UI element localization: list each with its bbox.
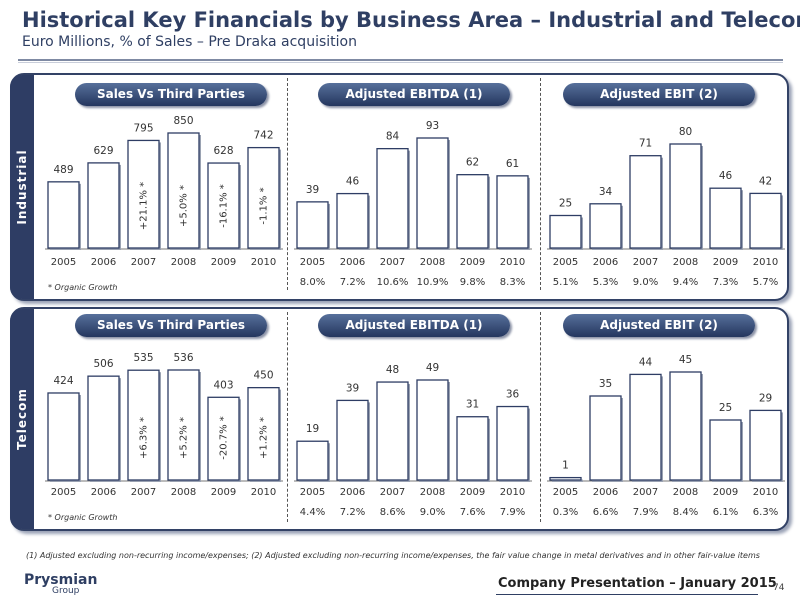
telecom-side-label: Telecom	[15, 388, 29, 450]
separator-telecom-1	[287, 312, 288, 522]
chart-title-industrial-ebitda: Adjusted EBITDA (1)	[318, 83, 510, 106]
telecom-panel	[10, 307, 789, 531]
chart-title-telecom-ebit: Adjusted EBIT (2)	[563, 314, 755, 337]
page-number: 74	[773, 583, 785, 593]
page-subtitle: Euro Millions, % of Sales – Pre Draka ac…	[22, 34, 357, 50]
footer-divider	[496, 594, 758, 595]
chart-title-industrial-sales: Sales Vs Third Parties	[75, 83, 267, 106]
chart-title-telecom-ebitda: Adjusted EBITDA (1)	[318, 314, 510, 337]
page-title: Historical Key Financials by Business Ar…	[22, 8, 800, 32]
title-divider-thin	[18, 62, 783, 63]
separator-telecom-2	[540, 312, 541, 522]
chart-title-industrial-ebit: Adjusted EBIT (2)	[563, 83, 755, 106]
chart-title-telecom-sales: Sales Vs Third Parties	[75, 314, 267, 337]
company-presentation-label: Company Presentation – January 2015	[498, 576, 777, 591]
separator-industrial-1	[287, 78, 288, 290]
prysmian-logo-sub: Group	[52, 586, 80, 596]
footnote: (1) Adjusted excluding non-recurring inc…	[26, 551, 760, 560]
industrial-panel	[10, 73, 789, 301]
separator-industrial-2	[540, 78, 541, 290]
title-divider	[18, 59, 783, 61]
industrial-side-tab: Industrial	[10, 75, 34, 299]
prysmian-logo: Prysmian	[24, 572, 98, 588]
telecom-side-tab: Telecom	[10, 309, 34, 529]
industrial-side-label: Industrial	[15, 149, 29, 225]
